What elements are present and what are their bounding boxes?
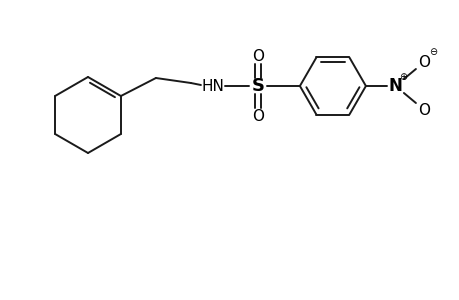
Text: O: O <box>417 55 429 70</box>
Text: ⊕: ⊕ <box>398 72 406 82</box>
Text: S: S <box>251 77 264 95</box>
Text: N: N <box>388 77 402 95</box>
Text: HN: HN <box>201 79 224 94</box>
Text: ⊖: ⊖ <box>428 47 436 57</box>
Text: O: O <box>417 103 429 118</box>
Text: O: O <box>252 49 263 64</box>
Text: O: O <box>252 109 263 124</box>
